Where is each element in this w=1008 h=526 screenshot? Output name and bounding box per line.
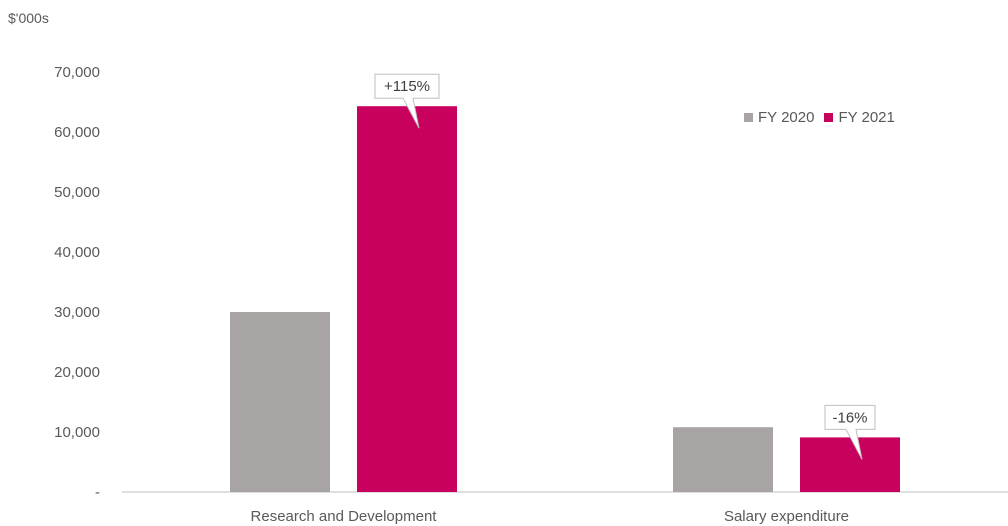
- legend-item-fy2021: FY 2021: [824, 109, 895, 126]
- y-tick-label: 30,000: [54, 304, 100, 321]
- callout-label: +115%: [384, 78, 430, 95]
- y-tick-label: 20,000: [54, 364, 100, 381]
- y-tick-label: 10,000: [54, 424, 100, 441]
- legend-item-fy2020: FY 2020: [744, 109, 814, 126]
- legend-label-fy2020: FY 2020: [758, 109, 815, 126]
- bar-rnd-fy2021: [357, 106, 457, 492]
- unit-label: $'000s: [8, 10, 49, 26]
- x-tick-label: Research and Development: [251, 508, 438, 525]
- bar-salary-fy2020: [673, 427, 773, 492]
- bar-rnd-fy2020: [230, 312, 330, 492]
- callout-label: -16%: [832, 409, 867, 426]
- y-tick-label: 70,000: [54, 64, 100, 81]
- y-tick-label: 60,000: [54, 124, 100, 141]
- x-tick-label: Salary expenditure: [724, 508, 849, 525]
- legend-label-fy2021: FY 2021: [838, 109, 895, 126]
- callout-box: [374, 73, 440, 129]
- legend: FY 2020 FY 2021: [744, 109, 905, 126]
- y-tick-label: -: [95, 484, 100, 501]
- y-tick-label: 40,000: [54, 244, 100, 261]
- legend-swatch-fy2020: [744, 113, 753, 122]
- callout-box: [824, 404, 876, 460]
- legend-swatch-fy2021: [824, 113, 834, 122]
- bar-salary-fy2021: [800, 437, 900, 492]
- y-tick-label: 50,000: [54, 184, 100, 201]
